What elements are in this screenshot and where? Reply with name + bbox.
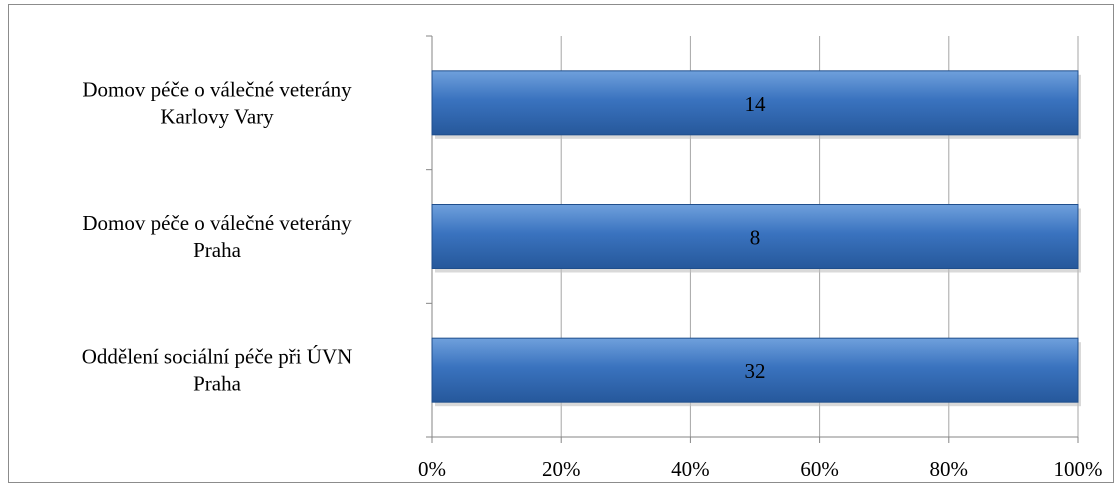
bar (431, 337, 1079, 403)
category-label: Domov péče o válečné veterány (82, 77, 352, 101)
labels: 0% 20% 40% 60% 80% 100% 14 Domov péče o válečné… (82, 77, 1103, 481)
category-label: Domov péče o válečné veterány (82, 211, 352, 235)
x-tick-label: 40% (671, 457, 710, 481)
category-label: Praha (193, 238, 241, 262)
category-label: Oddělení sociální péče při ÚVN (82, 345, 353, 369)
data-label: 32 (745, 359, 766, 383)
data-label: 14 (745, 92, 767, 116)
x-tick-label: 80% (930, 457, 969, 481)
x-tick-label: 0% (418, 457, 446, 481)
category-label: Praha (193, 372, 241, 396)
data-label: 8 (750, 226, 761, 250)
bars (431, 70, 1081, 407)
x-tick-label: 60% (800, 457, 839, 481)
bar (431, 204, 1079, 269)
x-tick-label: 100% (1054, 457, 1103, 481)
bar (431, 70, 1079, 136)
category-label: Karlovy Vary (160, 104, 274, 128)
x-tick-label: 20% (542, 457, 581, 481)
